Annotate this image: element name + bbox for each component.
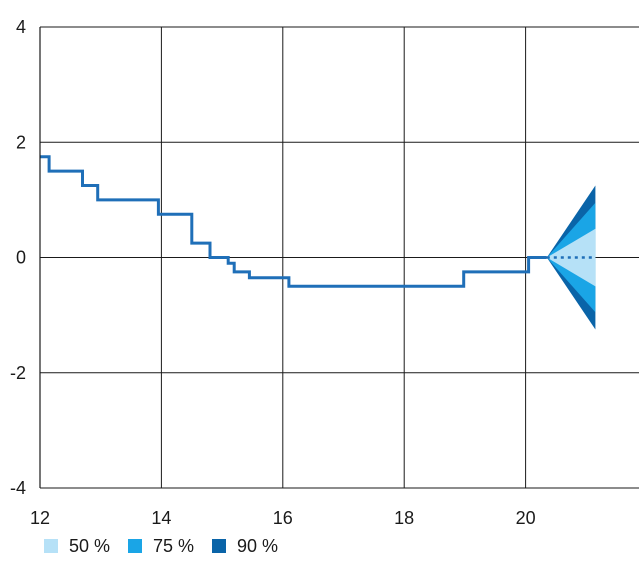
x-tick-label: 20 [516,508,536,528]
x-tick-label: 12 [30,508,50,528]
y-tick-label: -2 [10,363,26,383]
legend-label: 75 % [153,536,194,556]
legend-swatch-50 [44,539,58,553]
grid-layer [39,26,639,489]
fan-chart [546,185,596,330]
x-tick-label: 16 [273,508,293,528]
legend-swatch-75 [128,539,142,553]
y-tick-label: 4 [16,17,26,37]
legend-label: 90 % [237,536,278,556]
series-layer [40,155,596,288]
fan-band-50 [546,228,596,287]
legend-label: 50 % [69,536,110,556]
legend: 50 % 75 % 90 % [44,536,278,556]
y-tick-label: 2 [16,132,26,152]
y-tick-label: 0 [16,248,26,268]
step-series-line [40,155,547,288]
y-tick-label: -4 [10,478,26,498]
x-tick-label: 18 [394,508,414,528]
axis-layer: 12 14 16 18 20 -4 -2 0 2 4 [10,17,536,528]
x-tick-label: 14 [151,508,171,528]
legend-swatch-90 [212,539,226,553]
